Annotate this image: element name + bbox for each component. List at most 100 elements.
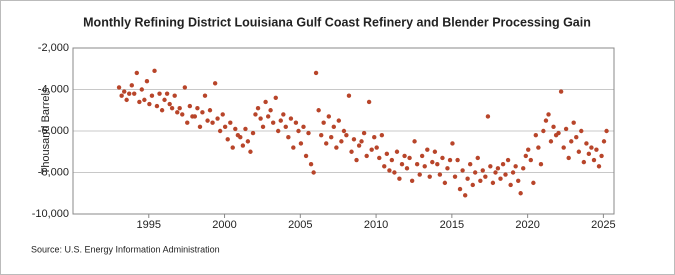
data-point <box>366 99 372 105</box>
data-point <box>137 99 142 105</box>
data-point <box>510 170 516 175</box>
data-point <box>250 130 256 136</box>
data-point <box>187 103 193 109</box>
source-note: Source: U.S. Energy Information Administ… <box>31 244 220 254</box>
y-tick-label: -10,000 <box>32 208 69 220</box>
data-point <box>263 99 268 105</box>
data-point <box>558 89 564 94</box>
data-point <box>134 70 139 76</box>
data-point <box>579 128 584 134</box>
data-point <box>319 132 324 138</box>
data-point <box>344 132 349 138</box>
data-point <box>372 135 377 140</box>
data-point <box>470 182 475 188</box>
data-point <box>563 126 569 132</box>
data-point <box>427 174 432 179</box>
data-point <box>397 176 402 181</box>
data-point <box>258 116 263 121</box>
data-point <box>498 176 503 181</box>
data-point <box>394 149 400 154</box>
data-point <box>124 97 129 103</box>
data-point <box>369 147 374 152</box>
data-point <box>233 126 238 132</box>
data-point <box>465 176 470 181</box>
data-point <box>351 137 357 142</box>
data-point <box>308 162 314 167</box>
data-point <box>536 145 541 150</box>
data-point <box>298 141 304 146</box>
data-point <box>556 130 561 136</box>
data-point <box>270 120 276 125</box>
data-point <box>349 149 354 154</box>
data-point <box>225 137 230 142</box>
data-point <box>341 128 347 134</box>
x-tick-label: 2005 <box>288 219 312 231</box>
data-point <box>445 166 450 171</box>
data-point <box>326 114 332 119</box>
data-point <box>488 164 493 169</box>
data-point <box>571 120 576 125</box>
data-point <box>437 172 443 177</box>
data-point <box>384 151 390 157</box>
y-axis-label: Thousand Barrels <box>40 87 52 174</box>
data-point <box>169 105 175 111</box>
data-point <box>129 83 134 88</box>
data-point <box>435 162 440 167</box>
x-tick-label: 2000 <box>212 219 236 231</box>
data-point <box>200 110 205 115</box>
data-point <box>407 155 412 161</box>
data-point <box>419 153 425 159</box>
data-point <box>495 166 501 171</box>
data-point <box>584 141 589 146</box>
data-point <box>576 149 582 154</box>
data-point <box>442 180 448 186</box>
data-point <box>192 114 198 119</box>
data-point <box>283 124 288 130</box>
data-point <box>260 124 266 130</box>
data-point <box>490 180 496 186</box>
data-point <box>142 97 147 103</box>
data-point <box>281 112 286 117</box>
chart-title: Monthly Refining District Louisiana Gulf… <box>83 15 591 29</box>
x-tick-label: 2025 <box>591 219 615 231</box>
data-point <box>182 85 188 90</box>
data-point <box>374 145 379 150</box>
data-point <box>538 162 544 167</box>
data-point <box>462 193 468 198</box>
data-point <box>185 120 190 125</box>
data-point <box>493 170 498 175</box>
data-point <box>122 89 127 94</box>
data-point <box>467 162 473 167</box>
data-point <box>432 149 438 154</box>
data-point <box>139 87 144 92</box>
data-point <box>447 157 453 163</box>
data-point <box>212 81 218 86</box>
data-point <box>599 153 604 159</box>
data-point <box>268 108 273 113</box>
data-point <box>425 147 430 152</box>
data-point <box>217 128 223 134</box>
data-point <box>245 139 251 144</box>
data-point <box>475 155 480 161</box>
data-point <box>483 174 488 179</box>
data-point <box>205 118 210 123</box>
data-point <box>230 145 235 150</box>
data-point <box>551 124 556 130</box>
x-tick-label: 2020 <box>515 219 539 231</box>
data-point <box>516 178 521 183</box>
data-point <box>149 93 155 98</box>
data-point <box>508 182 513 188</box>
data-point <box>197 124 203 130</box>
data-point <box>450 141 455 146</box>
data-point <box>460 168 465 173</box>
data-point <box>601 139 607 144</box>
data-point <box>164 91 170 96</box>
data-point <box>238 135 243 140</box>
data-point <box>500 162 506 167</box>
data-point <box>521 166 526 171</box>
data-point <box>172 93 177 98</box>
data-point <box>480 168 485 173</box>
data-point <box>589 145 594 150</box>
data-point <box>273 95 278 101</box>
